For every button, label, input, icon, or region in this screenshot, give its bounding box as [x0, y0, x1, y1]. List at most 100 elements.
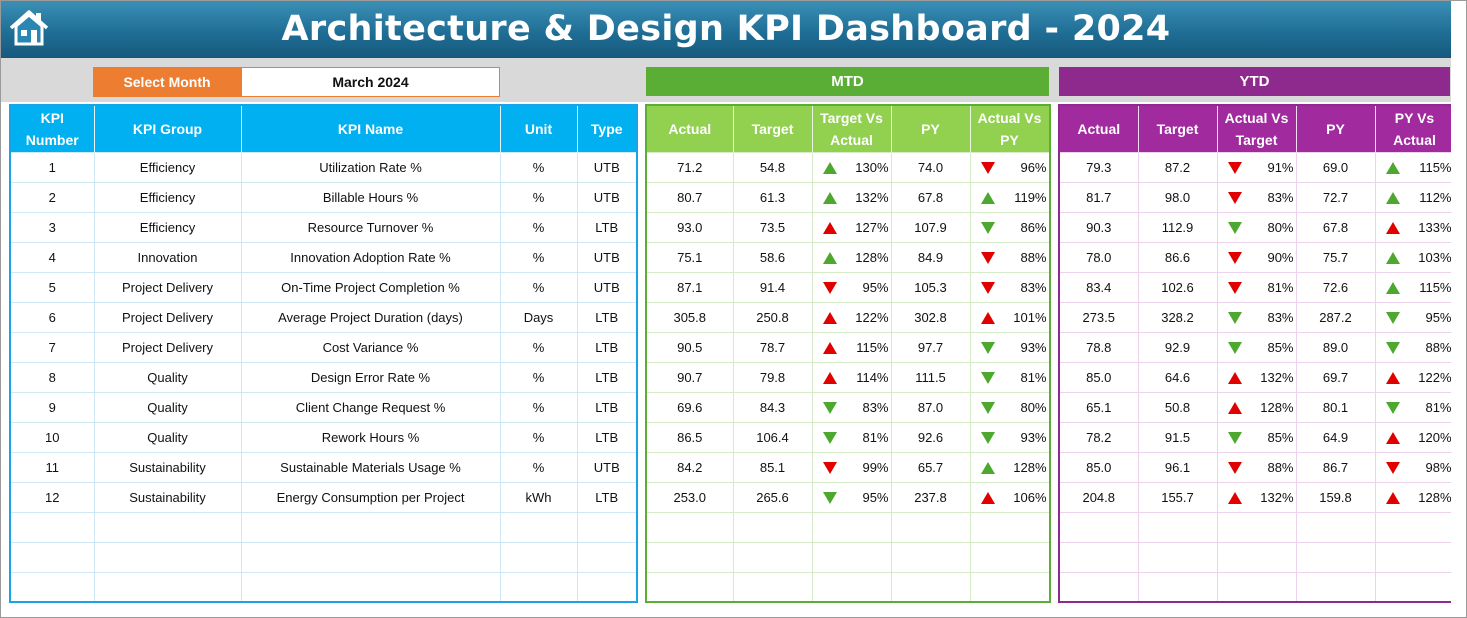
percent-value: 81%	[862, 430, 889, 446]
home-icon[interactable]	[8, 8, 50, 48]
ytd-py-vs-actual: 115%	[1374, 151, 1455, 183]
mtd-actual: 86.5	[645, 421, 734, 453]
percent-value: 90%	[1267, 250, 1294, 266]
empty-cell	[1295, 571, 1376, 603]
ytd-actual: 90.3	[1058, 211, 1139, 243]
kpi-name: Average Project Duration (days)	[240, 301, 501, 333]
percent-value: 115%	[856, 340, 889, 356]
percent-value: 132%	[1260, 490, 1294, 506]
arrow-down-icon	[1385, 311, 1400, 324]
ytd-actual-vs-target: 128%	[1216, 391, 1297, 423]
kpi-group: Project Delivery	[93, 331, 242, 363]
arrow-up-icon	[1385, 491, 1400, 504]
table-row: 1 Efficiency Utilization Rate %% UTB	[9, 151, 638, 183]
ytd-actual-vs-target: 132%	[1216, 361, 1297, 393]
mtd-target-vs-actual: 127%	[811, 211, 892, 243]
table-row: 87.1 91.4 95% 105.3 83%	[645, 271, 1050, 303]
percent-value: 83%	[1020, 280, 1047, 296]
arrow-up-icon	[1385, 431, 1400, 444]
mtd-actual: 93.0	[645, 211, 734, 243]
ytd-py: 89.0	[1295, 331, 1376, 363]
empty-cell	[9, 541, 95, 573]
mtd-py: 87.0	[890, 391, 971, 423]
col-kpi-name: KPI Name	[241, 105, 501, 152]
kpi-number: 11	[9, 451, 95, 483]
empty-cell	[240, 571, 501, 603]
kpi-unit: %	[499, 181, 578, 213]
percent-value: 99%	[862, 460, 889, 476]
table-row: 305.8 250.8 122% 302.8 101%	[645, 301, 1050, 333]
percent-value: 95%	[862, 280, 889, 296]
ytd-py-vs-actual: 112%	[1374, 181, 1455, 213]
kpi-name: Rework Hours %	[240, 421, 501, 453]
ytd-py-vs-actual: 115%	[1374, 271, 1455, 303]
page-title: Architecture & Design KPI Dashboard - 20…	[1, 1, 1451, 58]
month-dropdown[interactable]: March 2024	[241, 67, 500, 97]
arrow-up-icon	[980, 311, 995, 324]
empty-cell	[576, 541, 638, 573]
table-row	[1058, 541, 1455, 573]
arrow-up-icon	[822, 341, 837, 354]
percent-value: 83%	[862, 400, 889, 416]
kpi-type: LTB	[576, 211, 638, 243]
percent-value: 115%	[1419, 280, 1452, 296]
mtd-target: 73.5	[732, 211, 813, 243]
col-unit: Unit	[500, 105, 578, 152]
kpi-type: UTB	[576, 241, 638, 273]
col-mtd-actual: Actual	[646, 105, 734, 152]
ytd-py: 69.0	[1295, 151, 1376, 183]
ytd-actual-vs-target: 80%	[1216, 211, 1297, 243]
arrow-down-icon	[1227, 251, 1242, 264]
mtd-target: 78.7	[732, 331, 813, 363]
table-row: 78.2 91.5 85% 64.9 120%	[1058, 421, 1455, 453]
arrow-up-icon	[1385, 251, 1400, 264]
arrow-down-icon	[980, 341, 995, 354]
right-margin	[1451, 1, 1466, 617]
empty-cell	[811, 541, 892, 573]
mtd-target-vs-actual: 114%	[811, 361, 892, 393]
percent-value: 95%	[1425, 310, 1452, 326]
kpi-group: Project Delivery	[93, 301, 242, 333]
empty-cell	[1058, 511, 1139, 543]
ytd-py-vs-actual: 103%	[1374, 241, 1455, 273]
mtd-actual-vs-py: 106%	[969, 481, 1050, 513]
kpi-name: Energy Consumption per Project	[240, 481, 501, 513]
ytd-py: 64.9	[1295, 421, 1376, 453]
ytd-actual-vs-target: 91%	[1216, 151, 1297, 183]
kpi-type: UTB	[576, 181, 638, 213]
kpi-group: Quality	[93, 361, 242, 393]
table-row: 85.0 96.1 88% 86.7 98%	[1058, 451, 1455, 483]
table-row: 79.3 87.2 91% 69.0 115%	[1058, 151, 1455, 183]
mtd-actual: 84.2	[645, 451, 734, 483]
kpi-number: 4	[9, 241, 95, 273]
mtd-target: 265.6	[732, 481, 813, 513]
table-row: 69.6 84.3 83% 87.0 80%	[645, 391, 1050, 423]
kpi-number: 9	[9, 391, 95, 423]
empty-cell	[9, 571, 95, 603]
ytd-actual: 78.2	[1058, 421, 1139, 453]
ytd-py: 86.7	[1295, 451, 1376, 483]
percent-value: 85%	[1267, 430, 1294, 446]
ytd-py: 69.7	[1295, 361, 1376, 393]
mtd-actual: 90.7	[645, 361, 734, 393]
table-row	[9, 571, 638, 603]
kpi-type: UTB	[576, 271, 638, 303]
table-row: 204.8 155.7 132% 159.8 128%	[1058, 481, 1455, 513]
empty-cell	[890, 511, 971, 543]
table-row: 78.8 92.9 85% 89.0 88%	[1058, 331, 1455, 363]
percent-value: 93%	[1020, 340, 1047, 356]
kpi-unit: Days	[499, 301, 578, 333]
ytd-target: 155.7	[1137, 481, 1218, 513]
ytd-target: 112.9	[1137, 211, 1218, 243]
mtd-actual: 69.6	[645, 391, 734, 423]
mtd-actual: 305.8	[645, 301, 734, 333]
kpi-group: Sustainability	[93, 451, 242, 483]
percent-value: 133%	[1418, 220, 1452, 236]
empty-cell	[1137, 541, 1218, 573]
empty-cell	[1295, 511, 1376, 543]
table-row	[9, 511, 638, 543]
kpi-name: Utilization Rate %	[240, 151, 501, 183]
mtd-target: 91.4	[732, 271, 813, 303]
mtd-actual: 71.2	[645, 151, 734, 183]
col-ytd-target: Target	[1138, 105, 1218, 152]
